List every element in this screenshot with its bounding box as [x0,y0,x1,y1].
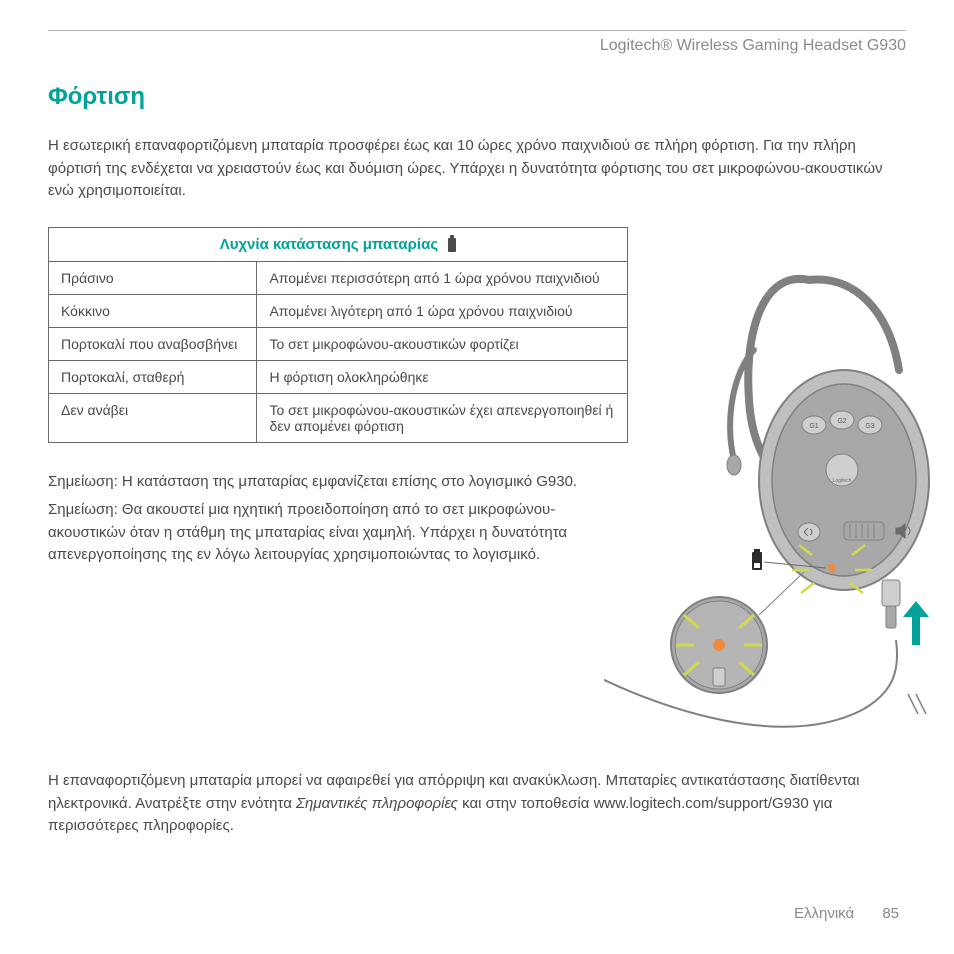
notes-block: Σημείωση: Η κατάσταση της μπαταρίας εμφα… [48,471,618,567]
product-name: Logitech® Wireless Gaming Headset G930 [48,37,906,55]
g2-button-label: G2 [837,418,846,425]
bottom-paragraph: Η επαναφορτιζόμενη μπαταρία μπορεί να αφ… [48,770,868,838]
cell-desc: Η φόρτιση ολοκληρώθηκε [257,360,628,393]
volume-icon [896,524,910,538]
bottom-text-em: Σημαντικές πληροφορίες [296,795,458,812]
table-row: Πράσινο Απομένει περισσότερη από 1 ώρα χ… [49,261,628,294]
cell-desc: Το σετ μικροφώνου-ακουστικών φορτίζει [257,327,628,360]
cell-desc: Απομένει λιγότερη από 1 ώρα χρόνου παιχν… [257,294,628,327]
note-1: Σημείωση: Η κατάσταση της μπαταρίας εμφα… [48,471,618,494]
headset-icon: G1 G2 G3 Logitech [727,279,929,628]
battery-status-table: Λυχνία κατάστασης μπαταρίας Πράσινο Απομ… [48,227,628,443]
table-header-label: Λυχνία κατάστασης μπαταρίας [220,236,438,253]
battery-icon [448,238,456,252]
headset-illustration: G1 G2 G3 Logitech [604,250,934,750]
g3-button-label: G3 [865,423,874,430]
plug-arrow-icon [903,601,929,645]
zoom-detail-icon [671,572,804,693]
table-row: Κόκκινο Απομένει λιγότερη από 1 ώρα χρόν… [49,294,628,327]
cell-desc: Απομένει περισσότερη από 1 ώρα χρόνου πα… [257,261,628,294]
page-footer: Ελληνικά 85 [794,905,899,922]
g1-button-label: G1 [809,423,818,430]
table-row: Πορτοκαλί, σταθερή Η φόρτιση ολοκληρώθηκ… [49,360,628,393]
footer-page-number: 85 [882,905,899,922]
footer-language: Ελληνικά [794,905,854,922]
table-row: Δεν ανάβει Το σετ μικροφώνου-ακουστικών … [49,393,628,442]
cell-status: Πορτοκαλί που αναβοσβήνει [49,327,257,360]
cell-status: Δεν ανάβει [49,393,257,442]
cell-status: Πράσινο [49,261,257,294]
battery-indicator-icon [752,549,826,570]
cell-status: Πορτοκαλί, σταθερή [49,360,257,393]
intro-paragraph: Η εσωτερική επαναφορτιζόμενη μπαταρία πρ… [48,135,906,203]
table-header: Λυχνία κατάστασης μπαταρίας [49,227,628,261]
logo-label: Logitech [833,478,852,484]
page-title: Φόρτιση [48,83,906,111]
cell-desc: Το σετ μικροφώνου-ακουστικών έχει απενερ… [257,393,628,442]
cell-status: Κόκκινο [49,294,257,327]
note-2: Σημείωση: Θα ακουστεί μια ηχητική προειδ… [48,499,618,567]
table-row: Πορτοκαλί που αναβοσβήνει Το σετ μικροφώ… [49,327,628,360]
